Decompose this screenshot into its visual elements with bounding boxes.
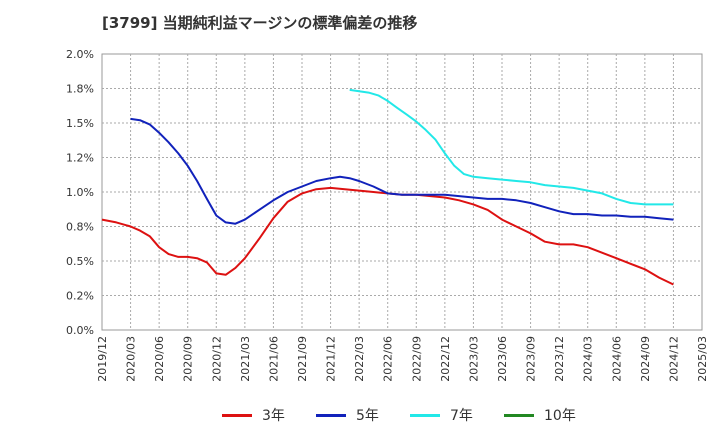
- legend-item-1: 5年: [316, 404, 379, 426]
- legend-label: 5年: [356, 408, 379, 424]
- x-tick-label: 2021/12: [325, 336, 338, 382]
- x-tick-label: 2024/06: [610, 336, 623, 382]
- x-tick-label: 2023/09: [525, 336, 538, 382]
- y-tick-label: 0.2%: [66, 290, 94, 303]
- y-tick-label: 1.2%: [66, 152, 94, 165]
- legend: 3年 5年 7年 10年: [0, 404, 720, 428]
- legend-item-2: 7年: [410, 404, 473, 426]
- x-tick-label: 2025/03: [696, 336, 709, 382]
- x-tick-label: 2023/06: [496, 336, 509, 382]
- y-tick-label: 1.0%: [66, 186, 94, 199]
- x-tick-label: 2020/09: [182, 336, 195, 382]
- x-tick-label: 2021/06: [267, 336, 280, 382]
- x-tick-label: 2020/06: [153, 336, 166, 382]
- x-tick-label: 2022/12: [439, 336, 452, 382]
- series-layer: [101, 88, 674, 286]
- x-tick-label: 2024/03: [582, 336, 595, 382]
- x-tick-label: 2024/09: [639, 336, 652, 382]
- x-tick-label: 2022/03: [353, 336, 366, 382]
- x-tick-label: 2021/09: [296, 336, 309, 382]
- y-tick-label: 1.5%: [66, 117, 94, 130]
- x-tick-label: 2022/06: [382, 336, 395, 382]
- plot-area: 0.0% 0.2% 0.5% 0.8% 1.0% 1.2% 1.5% 1.8% 2.0% 201…: [66, 48, 709, 382]
- grid-layer: [102, 54, 702, 330]
- legend-label: 7年: [450, 408, 473, 424]
- x-axis-ticks: 2019/12 2020/03 2020/06 2020/09 2020/12 2021/…: [96, 336, 709, 382]
- x-tick-label: 2023/03: [467, 336, 480, 382]
- y-tick-label: 0.8%: [66, 221, 94, 234]
- y-tick-label: 1.8%: [66, 83, 94, 96]
- y-tick-label: 0.0%: [66, 324, 94, 337]
- x-tick-label: 2020/03: [125, 336, 138, 382]
- x-tick-label: 2022/09: [410, 336, 423, 382]
- legend-swatch: [504, 413, 534, 417]
- legend-label: 3年: [262, 408, 285, 424]
- x-tick-label: 2020/12: [210, 336, 223, 382]
- y-axis-ticks: 0.0% 0.2% 0.5% 0.8% 1.0% 1.2% 1.5% 1.8% 2.0%: [66, 48, 94, 337]
- legend-item-3: 10年: [504, 404, 576, 426]
- y-tick-label: 0.5%: [66, 255, 94, 268]
- x-tick-label: 2019/12: [96, 336, 109, 382]
- legend-swatch: [410, 413, 440, 417]
- series-line-0: [101, 186, 674, 286]
- x-tick-label: 2021/03: [239, 336, 252, 382]
- y-tick-label: 2.0%: [66, 48, 94, 61]
- legend-item-0: 3年: [222, 404, 285, 426]
- series-line-1: [130, 117, 674, 225]
- legend-label: 10年: [544, 408, 576, 424]
- legend-swatch: [316, 413, 346, 417]
- chart-title: [3799] 当期純利益マージンの標準偏差の推移: [102, 14, 418, 32]
- legend-swatch: [222, 413, 252, 417]
- x-tick-label: 2023/12: [553, 336, 566, 382]
- x-tick-label: 2024/12: [667, 336, 680, 382]
- series-line-2: [349, 88, 674, 206]
